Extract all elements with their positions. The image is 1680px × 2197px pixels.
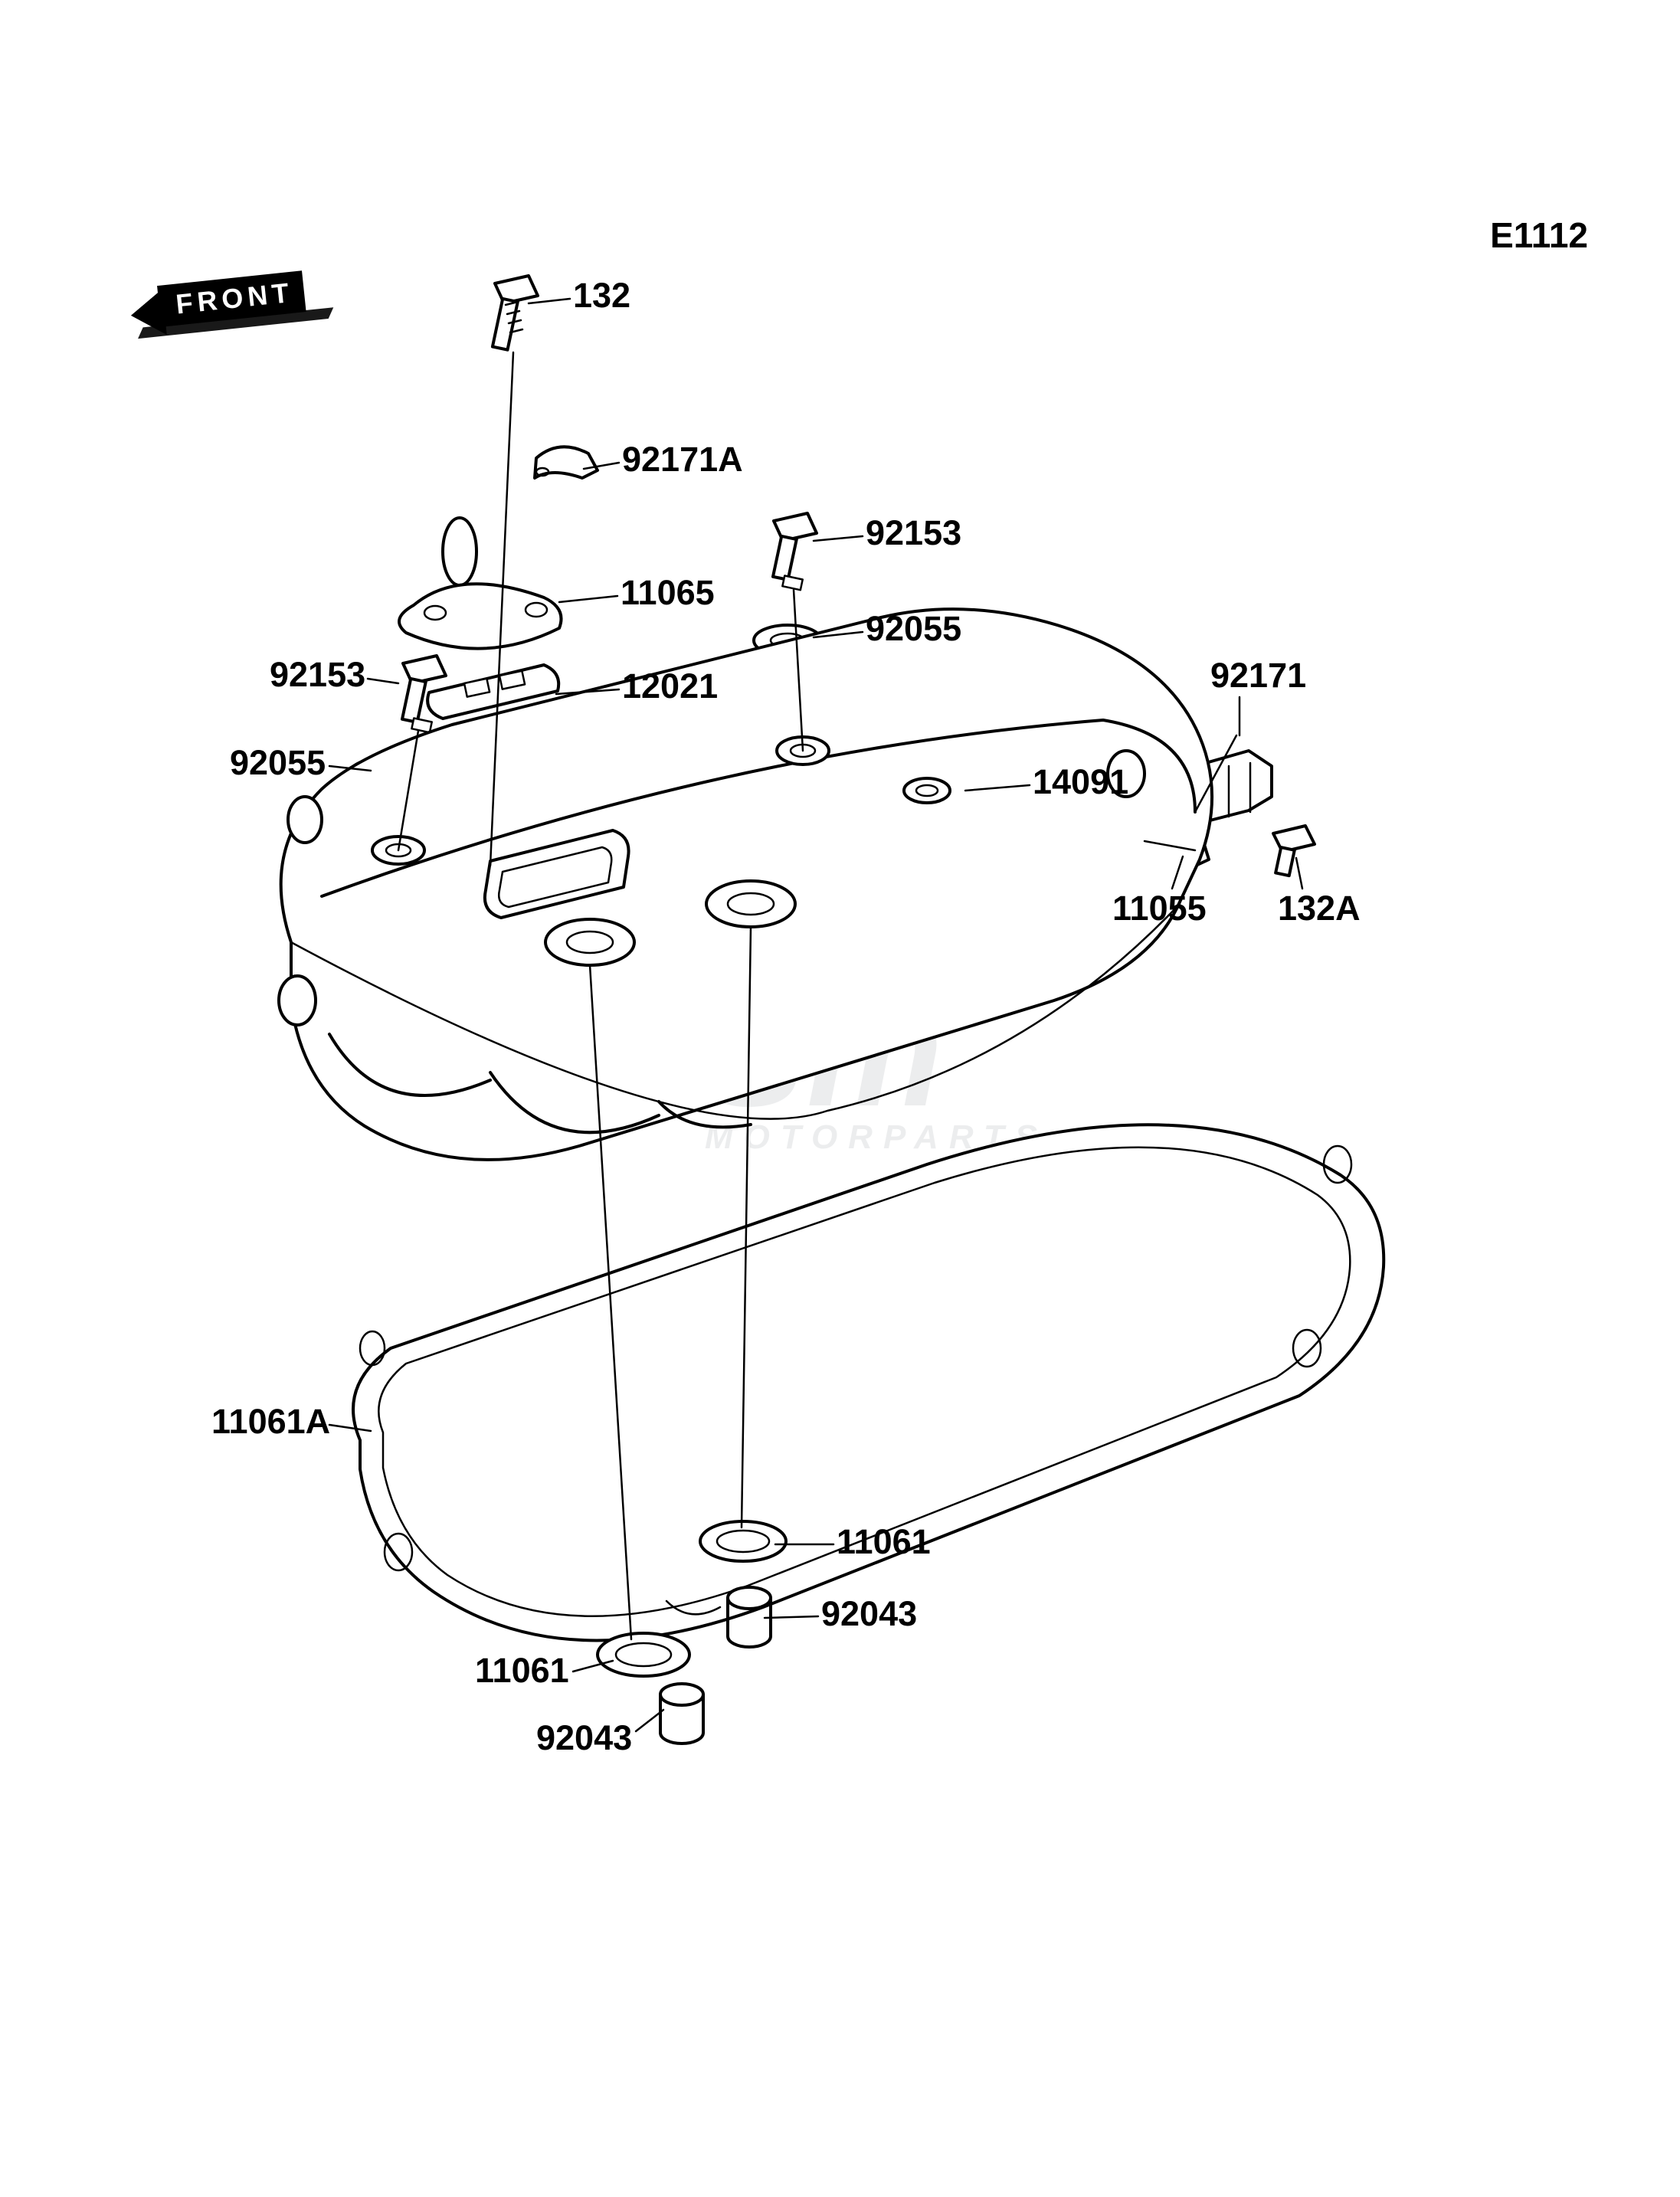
callout-132: 132: [573, 276, 630, 316]
callout-92043-l: 92043: [536, 1718, 632, 1758]
callout-11061-r: 11061: [837, 1522, 931, 1562]
callout-92153-l: 92153: [270, 655, 365, 695]
part-clamp-92171A: [535, 447, 598, 478]
callout-92055-l: 92055: [230, 743, 326, 783]
callout-14091: 14091: [1033, 762, 1128, 802]
callout-92153-r: 92153: [866, 513, 961, 553]
part-bolt-92153-right: [773, 513, 817, 590]
exploded-view-art: [0, 0, 1680, 2197]
callout-92171A: 92171A: [622, 440, 743, 480]
callout-132A: 132A: [1278, 889, 1361, 928]
part-cap-11065: [399, 518, 561, 649]
callout-92171: 92171: [1210, 656, 1306, 696]
diagram-page: E1112 FRONT GSm MOTORPARTS: [0, 0, 1680, 2197]
callout-92055-r: 92055: [866, 609, 961, 649]
callout-11055: 11055: [1112, 889, 1207, 928]
part-bolt-132A: [1273, 826, 1315, 876]
part-gasket-11061A: [353, 1125, 1384, 1640]
part-bolt-132: [493, 276, 538, 350]
part-ring-11061-left: [598, 1633, 689, 1676]
part-ring-11061-right: [700, 1521, 786, 1561]
callout-12021: 12021: [622, 666, 718, 706]
callout-92043-r: 92043: [821, 1594, 917, 1634]
callout-11065: 11065: [621, 573, 715, 613]
callout-11061A: 11061A: [211, 1402, 330, 1442]
part-pin-92043-left: [660, 1684, 703, 1744]
callout-11061-l: 11061: [475, 1651, 569, 1691]
